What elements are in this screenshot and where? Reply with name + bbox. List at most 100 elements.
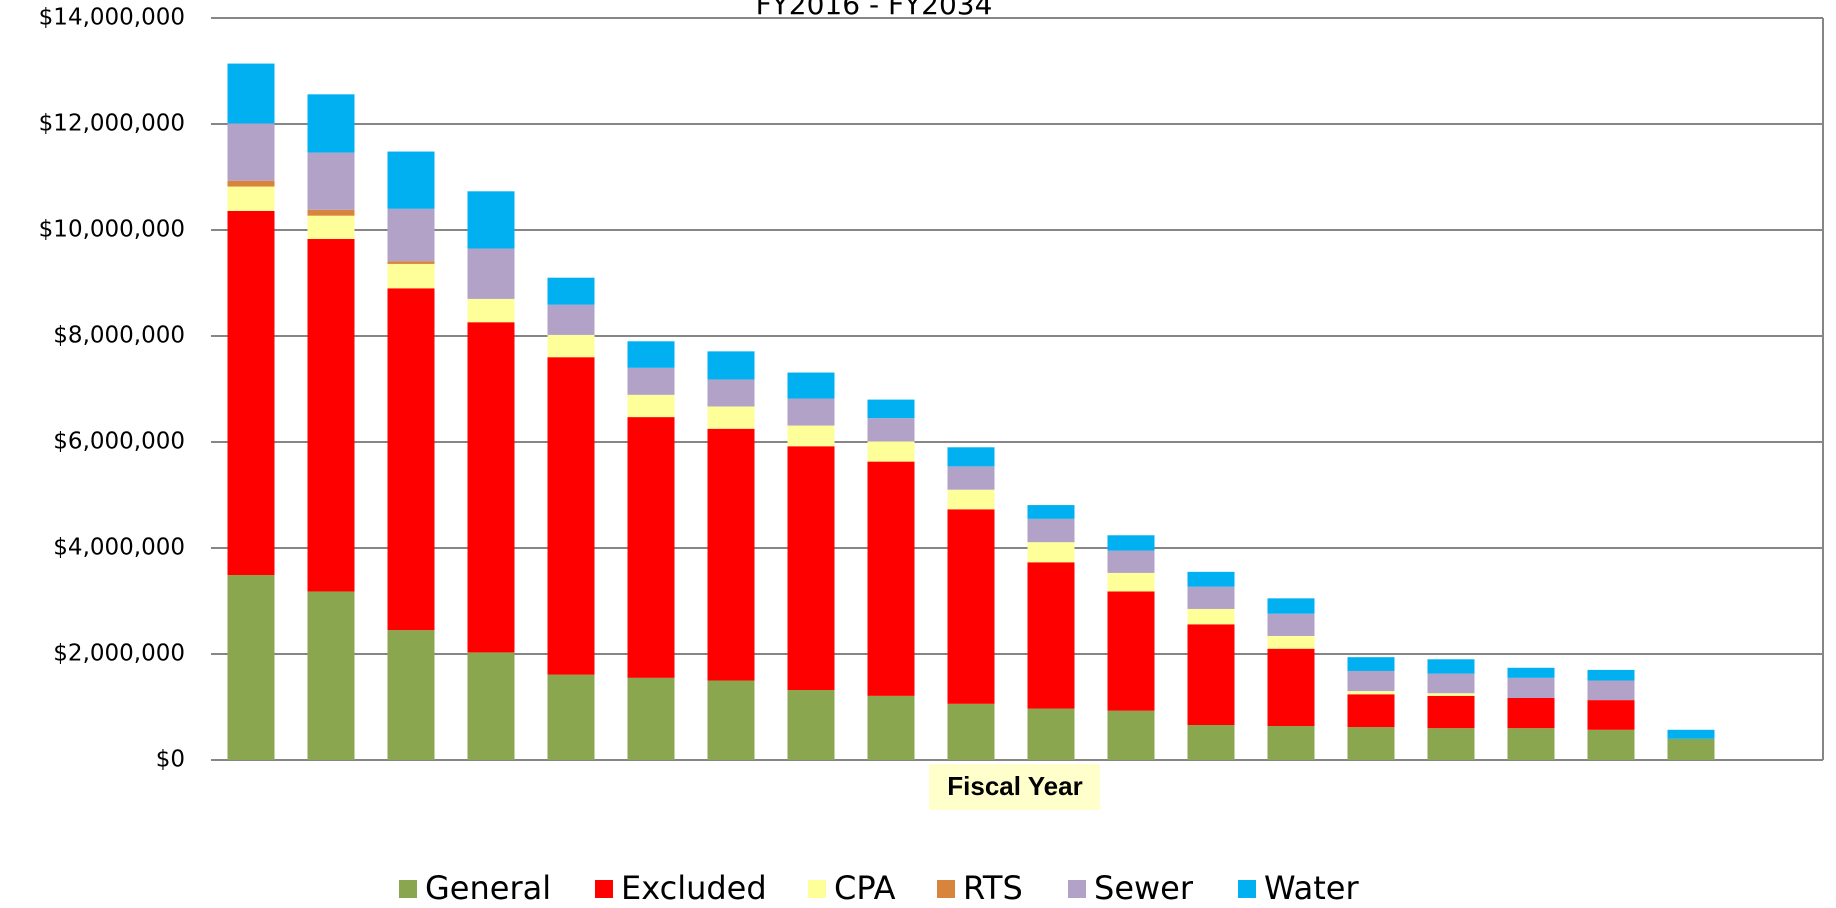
bar-segment [227, 63, 275, 124]
bar-segment [387, 630, 435, 760]
bar-segment [1587, 700, 1635, 730]
bar-segment [787, 372, 835, 399]
bar-segment [707, 351, 755, 380]
bar-segment [947, 509, 995, 704]
bar-segment [867, 418, 915, 442]
x-label-box [929, 764, 1100, 810]
bar-segment [1587, 680, 1635, 701]
bar-segment [707, 680, 755, 760]
bar-segment [1187, 571, 1235, 587]
bar-segment [467, 322, 515, 653]
bar-segment [1347, 657, 1395, 671]
bar-segment [1107, 535, 1155, 551]
bar-segment [1507, 677, 1555, 698]
bar-segment [1267, 648, 1315, 727]
bar-segment [1267, 726, 1315, 760]
chart-title: FY2016 - FY2034 [756, 0, 993, 21]
bar-segment [867, 461, 915, 696]
x-axis-label: Fiscal Year [947, 771, 1082, 801]
bar-segment [1107, 591, 1155, 711]
bar-segment [1107, 550, 1155, 573]
legend-swatch [1068, 880, 1086, 898]
bar-segment [227, 180, 275, 187]
bar-segment [387, 288, 435, 631]
bar-segment [1267, 598, 1315, 614]
bar-segment [787, 425, 835, 447]
bar-segment [1347, 670, 1395, 692]
bar-segment [547, 674, 595, 760]
y-tick-label: $8,000,000 [53, 323, 185, 349]
bar-segment [1347, 727, 1395, 760]
bar-segment [1187, 624, 1235, 726]
bar-segment [1267, 635, 1315, 649]
bar-segment [307, 94, 355, 153]
bar-segment [947, 489, 995, 510]
bar-segment [1027, 505, 1075, 519]
bar-segment [627, 677, 675, 760]
y-tick-label: $14,000,000 [39, 5, 185, 31]
bar-segment [1347, 691, 1395, 695]
bar-segment [1107, 710, 1155, 760]
bar-segment [1507, 667, 1555, 678]
bar-segment [1267, 613, 1315, 636]
bar-segment [1027, 562, 1075, 709]
bar-segment [307, 591, 355, 760]
bar-segment [947, 447, 995, 467]
bar-segment [227, 575, 275, 760]
legend-label: Water [1264, 869, 1359, 907]
bar-segment [707, 428, 755, 681]
y-tick-label: $2,000,000 [53, 641, 185, 667]
legend-swatch [399, 880, 417, 898]
bar-segment [227, 123, 275, 181]
bar-segment [627, 367, 675, 395]
bar-segment [387, 151, 435, 209]
legend-swatch [595, 880, 613, 898]
bar-segment [1427, 659, 1475, 674]
bar-segment [467, 652, 515, 760]
bar-segment [387, 261, 435, 264]
bar-segment [1667, 738, 1715, 760]
legend-label: Sewer [1094, 869, 1194, 907]
bar-segment [547, 334, 595, 358]
bar-segment [547, 357, 595, 675]
bar-segment [467, 248, 515, 299]
bar-segment [1187, 608, 1235, 625]
bar-segment [787, 690, 835, 760]
bar-segment [867, 695, 915, 760]
y-tick-label: $4,000,000 [53, 535, 185, 561]
y-tick-label: $0 [156, 747, 185, 773]
legend-swatch [1238, 880, 1256, 898]
bar-segment [947, 466, 995, 490]
bar-segment [307, 215, 355, 240]
bar-segment [467, 298, 515, 323]
legend-label: General [425, 869, 551, 907]
bar-segment [1507, 697, 1555, 729]
bar-segment [627, 417, 675, 678]
legend-swatch [808, 880, 826, 898]
bar-segment [1507, 728, 1555, 760]
bar-segment [707, 406, 755, 429]
bar-segment [227, 210, 275, 576]
bar-segment [467, 191, 515, 249]
bar-segment [947, 703, 995, 760]
bar-segment [1347, 694, 1395, 728]
bar-segment [1587, 729, 1635, 760]
bar-segment [707, 379, 755, 407]
bar-segment [1587, 669, 1635, 681]
bar-segment [1187, 586, 1235, 609]
bar-segment [307, 209, 355, 216]
bar-segment [1187, 725, 1235, 760]
bar-segment [867, 441, 915, 462]
legend-label: CPA [834, 869, 896, 907]
bar-segment [227, 186, 275, 211]
bar-segment [787, 446, 835, 691]
bar-segment [787, 398, 835, 426]
y-tick-label: $6,000,000 [53, 429, 185, 455]
y-tick-label: $12,000,000 [39, 111, 185, 137]
bar-segment [1427, 728, 1475, 760]
bar-segment [1427, 693, 1475, 696]
bar-segment [1427, 695, 1475, 729]
